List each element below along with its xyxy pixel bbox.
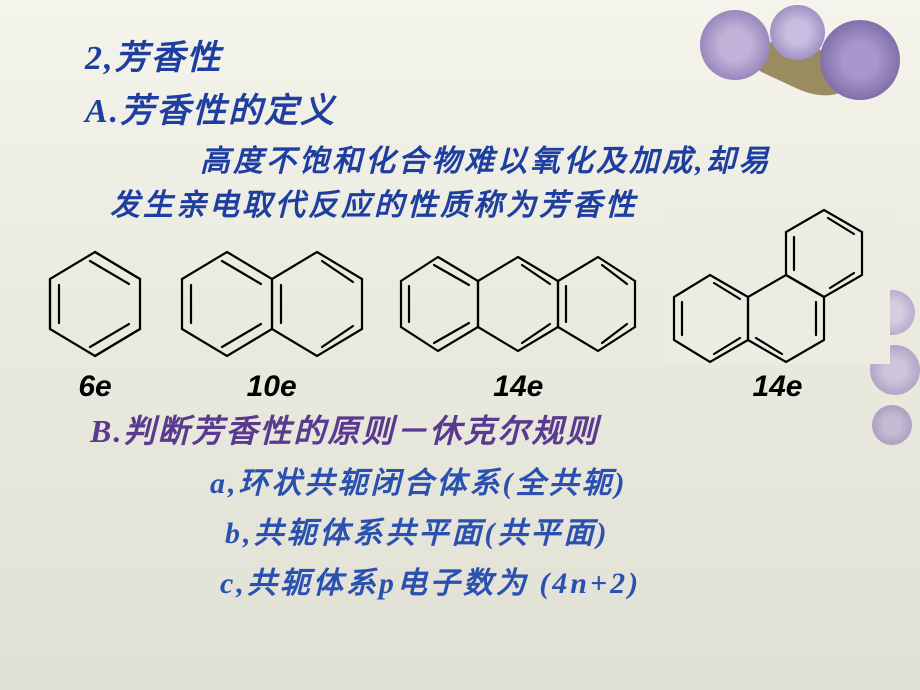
heading-b: B.判断芳香性的原则－休克尔规则 [90, 406, 900, 452]
slide-content: 2,芳香性 A.芳香性的定义 高度不饱和化合物难以氧化及加成,却易 发生亲电取代… [0, 0, 920, 690]
section-b: B.判断芳香性的原则－休克尔规则 a,环状共轭闭合体系(全共轭) b,共轭体系共… [30, 406, 900, 602]
molecule-benzene: 6e [40, 244, 150, 404]
molecule-row: 6e 10e [40, 239, 890, 404]
naphthalene-svg [172, 244, 372, 364]
benzene-svg [40, 244, 150, 364]
rule-b: b,共轭体系共平面(共平面) [225, 508, 900, 552]
rule-c: c,共轭体系p电子数为 (4n+2) [220, 558, 900, 602]
anthracene-svg [393, 249, 643, 364]
naphthalene-electrons: 10e [172, 370, 372, 404]
phenanthrene-electrons: 14e [665, 370, 890, 404]
phenanthrene-svg [665, 209, 890, 364]
heading-2: 2,芳香性 [85, 30, 900, 79]
anthracene-electrons: 14e [393, 370, 643, 404]
molecule-anthracene: 14e [393, 249, 643, 404]
molecule-phenanthrene: 14e [665, 209, 890, 404]
molecule-naphthalene: 10e [172, 244, 372, 404]
heading-a: A.芳香性的定义 [85, 83, 900, 132]
rule-a: a,环状共轭闭合体系(全共轭) [210, 458, 900, 502]
benzene-electrons: 6e [40, 370, 150, 404]
definition-line1: 高度不饱和化合物难以氧化及加成,却易 [200, 145, 772, 178]
